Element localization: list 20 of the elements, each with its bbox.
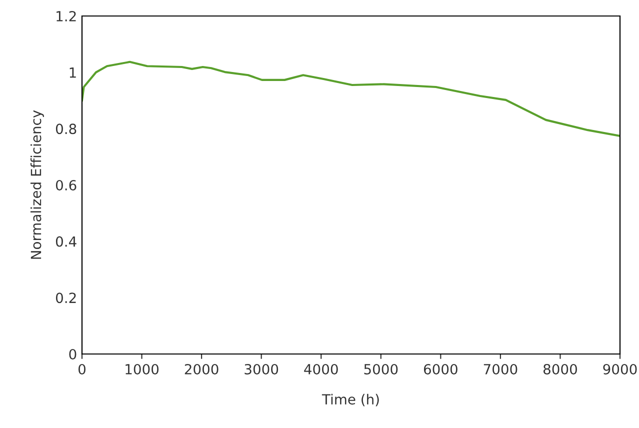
- y-tick-label: 1: [70, 67, 76, 78]
- y-tick-label: 0: [69, 348, 76, 360]
- y-tick-label: 1.2: [56, 10, 76, 22]
- y-axis-title: Normalized Efficiency: [30, 110, 44, 259]
- x-tick-label: 1000: [126, 364, 159, 374]
- x-tick-label: 2000: [184, 364, 218, 374]
- y-tick-label: 0.6: [56, 180, 76, 190]
- x-tick-label: 9000: [603, 364, 637, 374]
- y-tick-label: 0.2: [56, 292, 76, 304]
- x-tick-label: 4000: [304, 364, 338, 374]
- line-series: [82, 60, 620, 138]
- x-tick-label: 6000: [424, 364, 458, 374]
- y-tick-label: 0.8: [56, 124, 76, 134]
- x-tick-label: 3000: [244, 364, 278, 374]
- x-tick-label: 0: [78, 364, 86, 374]
- y-tick-label: 0.4: [56, 236, 76, 247]
- x-tick-label: 8000: [543, 364, 577, 374]
- x-tick-label: 5000: [364, 364, 398, 374]
- x-tick-label: 7000: [484, 364, 518, 374]
- x-axis-title: Time (h): [322, 394, 379, 406]
